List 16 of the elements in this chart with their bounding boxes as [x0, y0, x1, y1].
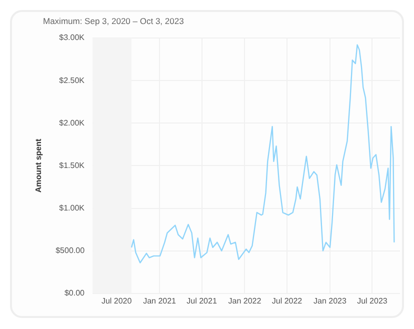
y-tick-label: $500.00: [56, 246, 86, 256]
x-tick-label: Jan 2023: [314, 296, 347, 306]
y-tick-label: $3.00K: [59, 33, 86, 42]
x-tick-label: Jan 2022: [228, 296, 262, 306]
y-tick-label: $1.00K: [59, 203, 86, 212]
x-tick-label: Jul 2023: [357, 296, 388, 306]
y-axis-title: Amount spent: [34, 138, 44, 193]
y-tick-label: $1.50K: [59, 160, 86, 170]
chart-title: Maximum: Sep 3, 2020 – Oct 3, 2023: [43, 16, 184, 26]
x-tick-label: Jul 2022: [272, 296, 303, 306]
y-tick-label: $2.50K: [59, 76, 86, 85]
x-tick-label: Jul 2021: [186, 296, 218, 306]
y-tick-label: $2.00K: [59, 118, 86, 128]
y-tick-label: $0.00: [64, 288, 86, 298]
x-tick-label: Jan 2021: [143, 296, 177, 306]
x-tick-label: Jul 2020: [101, 296, 132, 306]
